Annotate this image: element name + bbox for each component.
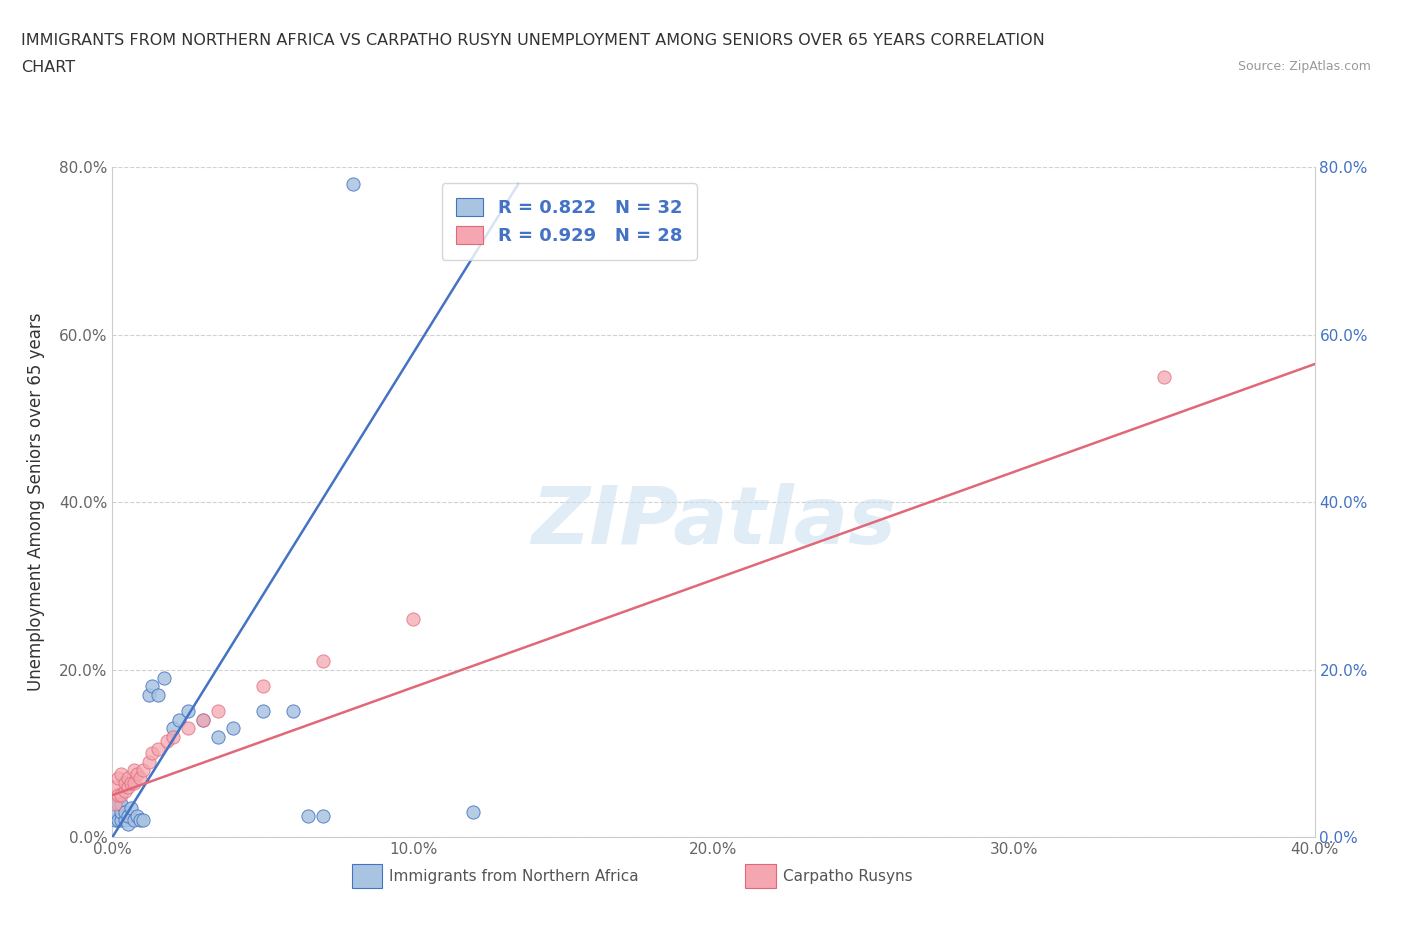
Point [107,788,129,803]
Point [342,177,364,192]
Text: ZIPatlas: ZIPatlas [531,484,896,562]
Point [252,679,274,694]
Point [114,813,136,828]
Point [104,804,127,819]
Point [107,771,129,786]
Text: CHART: CHART [21,60,75,75]
Point [122,763,145,777]
Point [162,729,184,744]
Point [110,804,132,819]
Point [207,729,229,744]
Point [191,712,214,727]
Point [107,796,129,811]
Point [104,813,127,828]
Point [107,813,129,828]
Point [120,800,142,815]
Point [138,687,160,702]
Point [138,754,160,769]
Point [120,776,142,790]
Point [162,721,184,736]
Point [141,679,163,694]
Point [146,687,169,702]
Point [167,712,190,727]
Point [117,809,139,824]
Point [155,733,177,748]
Legend: R = 0.822   N = 32, R = 0.929   N = 28: R = 0.822 N = 32, R = 0.929 N = 28 [441,183,697,259]
Y-axis label: Unemployment Among Seniors over 65 years: Unemployment Among Seniors over 65 years [27,313,45,691]
Point [114,804,136,819]
Point [114,783,136,798]
Point [131,763,153,777]
Point [110,796,132,811]
Point [122,776,145,790]
Point [110,766,132,781]
Text: IMMIGRANTS FROM NORTHERN AFRICA VS CARPATHO RUSYN UNEMPLOYMENT AMONG SENIORS OVE: IMMIGRANTS FROM NORTHERN AFRICA VS CARPA… [21,33,1045,47]
Point [461,804,484,819]
Point [252,704,274,719]
Text: Source: ZipAtlas.com: Source: ZipAtlas.com [1237,60,1371,73]
Point [281,704,304,719]
Point [131,813,153,828]
Point [297,809,319,824]
Point [222,721,245,736]
Point [176,721,198,736]
Point [117,779,139,794]
Point [312,809,335,824]
Point [312,654,335,669]
Point [176,704,198,719]
Point [114,776,136,790]
Point [104,796,127,811]
Point [146,742,169,757]
Point [207,704,229,719]
Point [152,671,174,685]
Point [125,809,148,824]
Point [117,771,139,786]
Point [1153,369,1175,384]
Point [141,746,163,761]
Point [128,813,150,828]
Text: Carpatho Rusyns: Carpatho Rusyns [783,869,912,883]
Point [402,612,425,627]
Point [104,779,127,794]
Point [110,788,132,803]
Point [122,813,145,828]
Point [125,766,148,781]
Point [191,712,214,727]
Point [110,813,132,828]
Point [128,771,150,786]
Point [117,817,139,832]
Text: Immigrants from Northern Africa: Immigrants from Northern Africa [389,869,640,883]
